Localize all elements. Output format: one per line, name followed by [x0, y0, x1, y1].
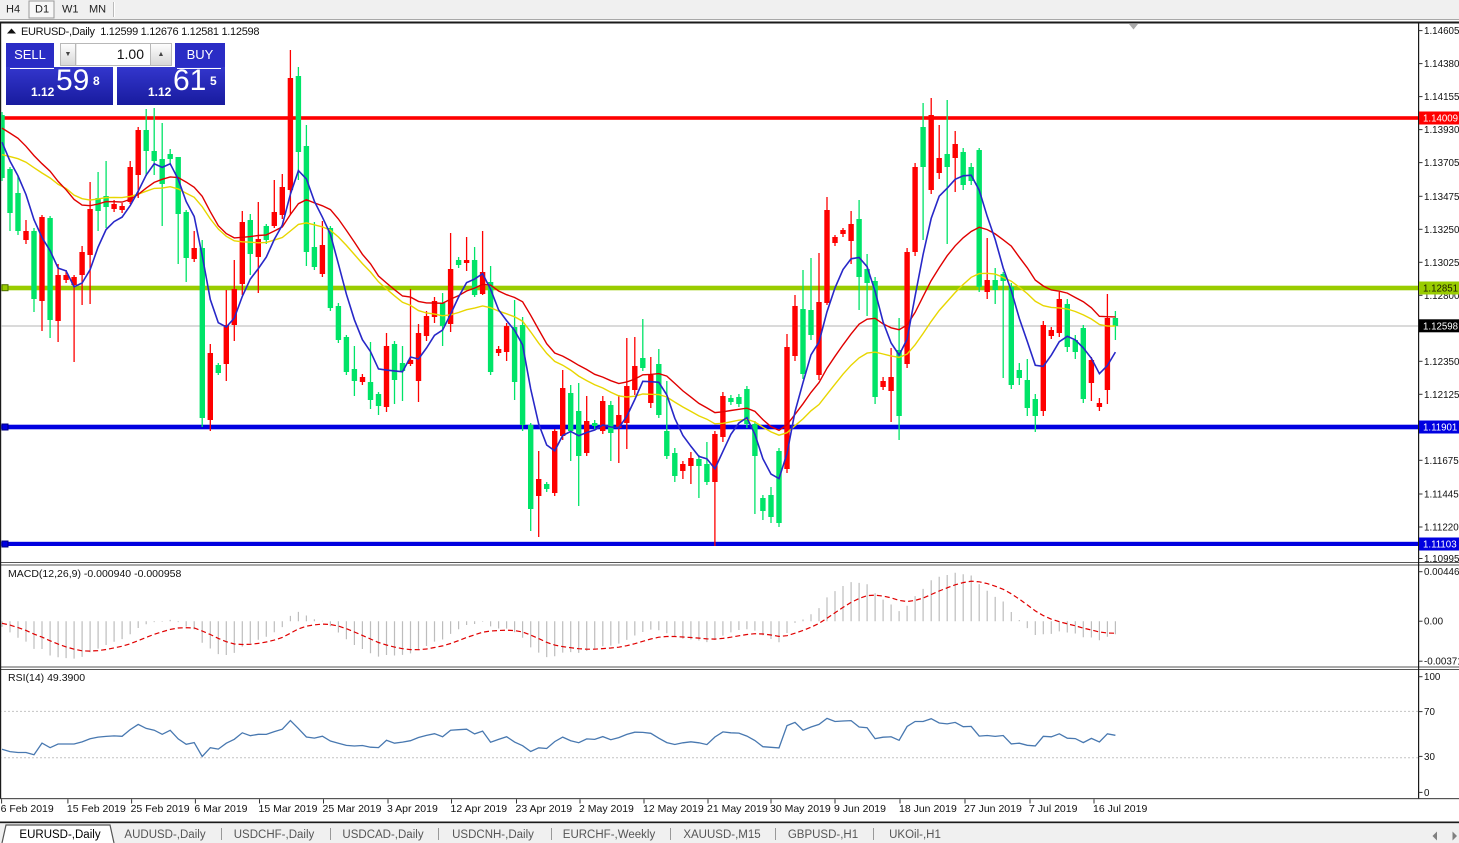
svg-text:25 Feb 2019: 25 Feb 2019 [131, 803, 190, 815]
svg-text:EURUSD-,Daily: EURUSD-,Daily [19, 829, 100, 841]
svg-text:MACD(12,26,9) -0.000940 -0.000: MACD(12,26,9) -0.000940 -0.000958 [8, 568, 182, 580]
svg-text:1.12800: 1.12800 [1424, 291, 1459, 302]
svg-text:15 Mar 2019: 15 Mar 2019 [259, 803, 318, 815]
svg-text:D1: D1 [35, 4, 49, 16]
svg-text:XAUUSD-,M15: XAUUSD-,M15 [683, 829, 760, 841]
svg-text:6 Feb 2019: 6 Feb 2019 [1, 803, 54, 815]
svg-text:15 Feb 2019: 15 Feb 2019 [67, 803, 126, 815]
svg-text:W1: W1 [62, 4, 79, 16]
svg-text:18 Jun 2019: 18 Jun 2019 [899, 803, 957, 815]
svg-text:21 May 2019: 21 May 2019 [707, 803, 768, 815]
svg-text:70: 70 [1424, 707, 1435, 718]
svg-text:23 Apr 2019: 23 Apr 2019 [516, 803, 573, 815]
svg-text:1.13930: 1.13930 [1424, 125, 1459, 136]
svg-text:USDCNH-,Daily: USDCNH-,Daily [452, 829, 534, 841]
svg-text:1.13250: 1.13250 [1424, 225, 1459, 236]
svg-text:12 Apr 2019: 12 Apr 2019 [451, 803, 508, 815]
svg-text:1.14009: 1.14009 [1423, 114, 1458, 125]
svg-text:0: 0 [1424, 788, 1430, 799]
svg-text:9 Jun 2019: 9 Jun 2019 [834, 803, 886, 815]
svg-text:1.13025: 1.13025 [1424, 258, 1459, 269]
svg-text:H4: H4 [6, 4, 20, 16]
svg-text:USDCAD-,Daily: USDCAD-,Daily [342, 829, 423, 841]
svg-text:16 Jul 2019: 16 Jul 2019 [1093, 803, 1147, 815]
svg-text:1.11901: 1.11901 [1423, 423, 1457, 434]
svg-text:1.13475: 1.13475 [1424, 192, 1459, 203]
svg-text:EURCHF-,Weekly: EURCHF-,Weekly [563, 829, 656, 841]
svg-text:25 Mar 2019: 25 Mar 2019 [323, 803, 382, 815]
svg-text:UKOil-,H1: UKOil-,H1 [889, 829, 941, 841]
svg-text:USDCHF-,Daily: USDCHF-,Daily [234, 829, 315, 841]
svg-text:100: 100 [1424, 672, 1441, 683]
svg-text:1.12598: 1.12598 [1423, 321, 1458, 332]
svg-text:RSI(14) 49.3900: RSI(14) 49.3900 [8, 672, 85, 684]
svg-text:1.12125: 1.12125 [1424, 390, 1459, 401]
svg-text:1.11675: 1.11675 [1424, 456, 1459, 467]
svg-text:EURUSD-,Daily 1.12599 1.12676: EURUSD-,Daily 1.12599 1.12676 1.12581 1.… [21, 26, 259, 38]
svg-text:2 May 2019: 2 May 2019 [579, 803, 634, 815]
svg-text:1.12851: 1.12851 [1423, 284, 1458, 295]
svg-text:30: 30 [1424, 752, 1435, 763]
svg-text:AUDUSD-,Daily: AUDUSD-,Daily [124, 829, 205, 841]
svg-text:6 Mar 2019: 6 Mar 2019 [194, 803, 247, 815]
svg-text:1.13705: 1.13705 [1424, 158, 1459, 169]
svg-text:1.11445: 1.11445 [1424, 490, 1459, 501]
svg-text:MN: MN [89, 4, 106, 16]
svg-text:1.14380: 1.14380 [1424, 59, 1459, 70]
svg-text:12 May 2019: 12 May 2019 [643, 803, 704, 815]
svg-text:0.004465: 0.004465 [1424, 567, 1459, 578]
svg-text:0.00: 0.00 [1424, 617, 1444, 628]
svg-text:1.10995: 1.10995 [1424, 554, 1459, 565]
svg-text:7 Jul 2019: 7 Jul 2019 [1029, 803, 1078, 815]
svg-text:1.11103: 1.11103 [1423, 540, 1457, 551]
svg-text:1.12350: 1.12350 [1424, 357, 1459, 368]
svg-text:1.14605: 1.14605 [1424, 26, 1459, 37]
svg-text:GBPUSD-,H1: GBPUSD-,H1 [788, 829, 858, 841]
svg-text:3 Apr 2019: 3 Apr 2019 [387, 803, 438, 815]
svg-text:1.14155: 1.14155 [1424, 92, 1459, 103]
svg-text:-0.003715: -0.003715 [1424, 657, 1459, 668]
svg-text:27 Jun 2019: 27 Jun 2019 [964, 803, 1022, 815]
svg-text:30 May 2019: 30 May 2019 [770, 803, 831, 815]
svg-text:1.11220: 1.11220 [1424, 523, 1459, 534]
